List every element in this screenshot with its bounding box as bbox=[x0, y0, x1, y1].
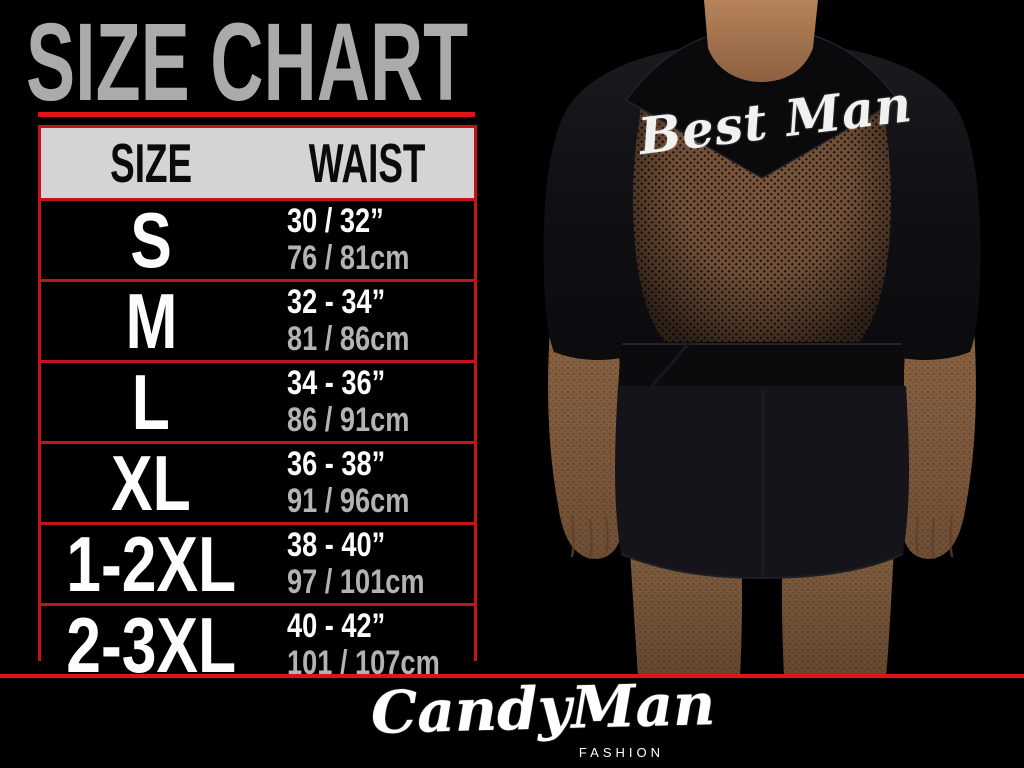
size-value: 2-3XL bbox=[66, 601, 236, 689]
header-label-waist: WAIST bbox=[309, 131, 426, 194]
table-row: S 30 / 32” 76 / 81cm bbox=[41, 198, 474, 279]
waist-inches: 36 - 38” bbox=[287, 445, 386, 483]
table-row: 2-3XL 40 - 42” 101 / 107cm bbox=[41, 603, 474, 684]
legs-shape bbox=[630, 550, 894, 677]
size-cell: L bbox=[41, 363, 261, 441]
size-cell: S bbox=[41, 201, 261, 279]
size-value: L bbox=[131, 358, 171, 446]
brand-tagline: FASHION bbox=[578, 745, 664, 760]
waist-cell: 38 - 40” 97 / 101cm bbox=[261, 525, 474, 603]
waist-inches: 30 / 32” bbox=[287, 202, 384, 240]
size-cell: 2-3XL bbox=[41, 606, 261, 684]
header-label-size: SIZE bbox=[110, 131, 192, 194]
page-title: SIZE CHART bbox=[26, 1, 469, 124]
size-value: S bbox=[130, 196, 172, 284]
waist-cell: 40 - 42” 101 / 107cm bbox=[261, 606, 478, 684]
size-value: 1-2XL bbox=[66, 520, 236, 608]
model-photo: Best Man bbox=[500, 0, 1024, 677]
waist-inches: 40 - 42” bbox=[287, 607, 386, 645]
size-cell: XL bbox=[41, 444, 261, 522]
table-row: L 34 - 36” 86 / 91cm bbox=[41, 360, 474, 441]
waist-cell: 36 - 38” 91 / 96cm bbox=[261, 444, 474, 522]
size-cell: 1-2XL bbox=[41, 525, 261, 603]
header-cell-size: SIZE bbox=[41, 128, 261, 198]
arms-shape bbox=[548, 328, 976, 559]
waist-inches: 34 - 36” bbox=[287, 364, 386, 402]
neck-shape bbox=[704, 0, 818, 82]
waist-cell: 32 - 34” 81 / 86cm bbox=[261, 282, 474, 360]
robe-skirt-shape bbox=[615, 386, 909, 580]
size-table-header: SIZE WAIST bbox=[41, 128, 474, 198]
finger-lines bbox=[570, 514, 954, 560]
waist-cm: 91 / 96cm bbox=[287, 482, 410, 520]
waist-cm: 76 / 81cm bbox=[287, 239, 410, 277]
size-value: M bbox=[124, 277, 177, 365]
table-row: XL 36 - 38” 91 / 96cm bbox=[41, 441, 474, 522]
size-value: XL bbox=[111, 439, 191, 527]
table-row: 1-2XL 38 - 40” 97 / 101cm bbox=[41, 522, 474, 603]
header-cell-waist: WAIST bbox=[261, 128, 474, 198]
belt-shape bbox=[620, 341, 904, 387]
model-photo-art bbox=[543, 0, 981, 677]
waist-cell: 34 - 36” 86 / 91cm bbox=[261, 363, 474, 441]
size-cell: M bbox=[41, 282, 261, 360]
bottom-red-divider bbox=[0, 674, 1024, 678]
title-underline bbox=[38, 112, 475, 117]
waist-cm: 97 / 101cm bbox=[287, 563, 425, 601]
table-row: M 32 - 34” 81 / 86cm bbox=[41, 279, 474, 360]
waist-inches: 32 - 34” bbox=[287, 283, 386, 321]
size-table: SIZE WAIST S 30 / 32” 76 / 81cm M 32 - 3… bbox=[38, 125, 477, 684]
waist-inches: 38 - 40” bbox=[287, 526, 386, 564]
waist-cell: 30 / 32” 76 / 81cm bbox=[261, 201, 474, 279]
waist-cm: 86 / 91cm bbox=[287, 401, 410, 439]
waist-cm: 81 / 86cm bbox=[287, 320, 410, 358]
brand-name: CandyMan bbox=[370, 670, 717, 747]
brand-logo: CandyMan FASHION bbox=[370, 670, 716, 762]
